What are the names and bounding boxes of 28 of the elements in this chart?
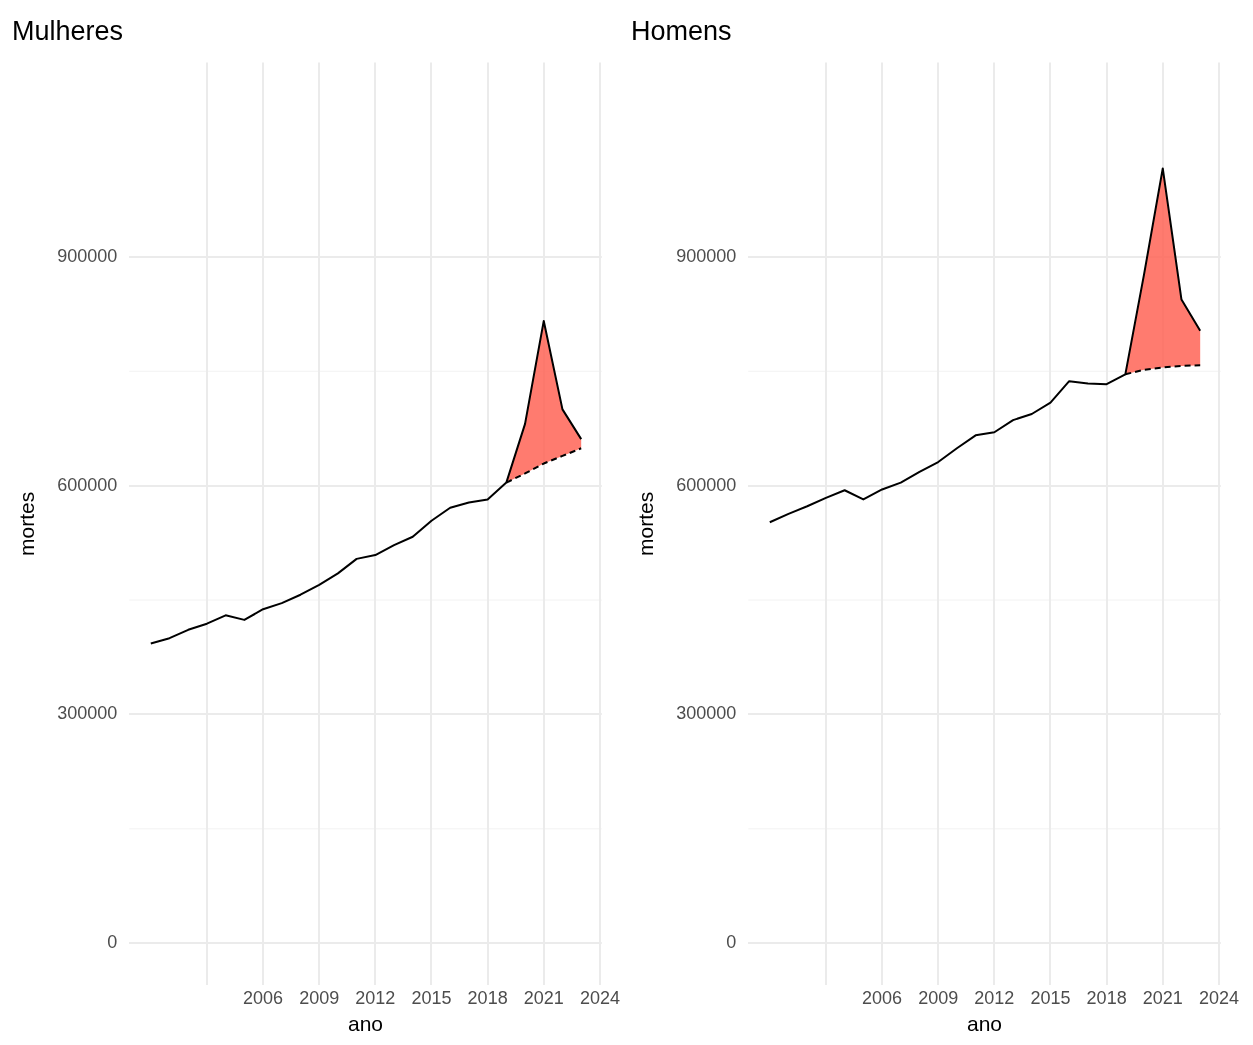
x-tick-label: 2024	[579, 987, 620, 1008]
chart-title: Mulheres	[12, 15, 124, 46]
x-tick-label: 2009	[918, 987, 959, 1008]
y-tick-label: 300000	[57, 703, 118, 724]
y-axis-title: mortes	[15, 491, 39, 556]
x-tick-label: 2015	[1030, 987, 1071, 1008]
chart-title: Homens	[631, 15, 732, 46]
y-tick-label: 600000	[676, 474, 737, 495]
x-tick-label: 2009	[299, 987, 340, 1008]
x-tick-label: 2006	[862, 987, 903, 1008]
y-tick-label: 0	[726, 932, 737, 953]
y-tick-label: 900000	[57, 245, 118, 266]
y-tick-label: 600000	[57, 474, 118, 495]
x-tick-label: 2018	[1086, 987, 1127, 1008]
x-tick-label: 2021	[1142, 987, 1183, 1008]
x-tick-label: 2024	[1198, 987, 1239, 1008]
y-axis-title: mortes	[634, 491, 658, 556]
x-axis-title: ano	[966, 1012, 1003, 1036]
x-tick-label: 2012	[974, 987, 1015, 1008]
x-axis-title: ano	[347, 1012, 384, 1036]
y-tick-label: 0	[107, 932, 118, 953]
y-tick-label: 900000	[676, 245, 737, 266]
x-tick-label: 2021	[523, 987, 564, 1008]
x-tick-label: 2012	[355, 987, 396, 1008]
x-tick-label: 2015	[411, 987, 452, 1008]
x-tick-label: 2006	[243, 987, 284, 1008]
y-tick-label: 300000	[676, 703, 737, 724]
x-tick-label: 2018	[467, 987, 508, 1008]
